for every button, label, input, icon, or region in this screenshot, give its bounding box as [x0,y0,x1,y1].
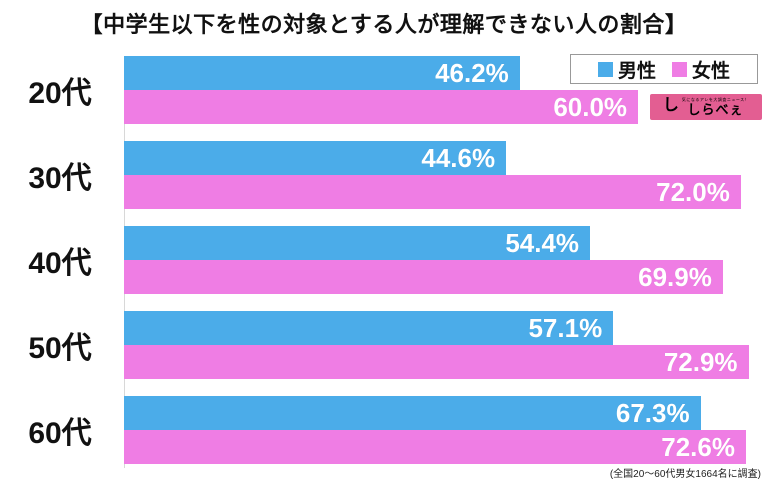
bar-male: 57.1% [124,311,614,345]
bar-male: 54.4% [124,226,591,260]
bar-group: 60代 67.3% 72.6% [0,396,768,464]
sirabee-logo-text: 気になるアレを大調査ニュース！ しらべぇ [682,97,749,117]
bar-female: 69.9% [124,260,723,294]
survey-footnote: (全国20～60代男女1664名に調査) [609,469,761,480]
male-color-swatch [597,61,613,77]
bar-pair: 44.6% 72.0% [124,141,758,209]
category-label: 50代 [28,332,92,365]
bar-female: 72.9% [124,345,749,379]
value-label: 67.3% [615,398,690,428]
bar-pair: 57.1% 72.9% [124,311,758,379]
chart-title: 【中学生以下を性の対象とする人が理解できない人の割合】 [80,12,688,37]
bar-pair: 54.4% 69.9% [124,226,758,294]
category-label: 40代 [28,247,92,280]
bar-group: 40代 54.4% 69.9% [0,226,768,294]
legend-label-male: 男性 [617,60,656,82]
legend-item-male: 男性 [597,56,656,83]
female-color-swatch [672,61,687,77]
sirabee-logo-badge: し 気になるアレを大調査ニュース！ しらべぇ [650,94,762,120]
sirabee-logo-icon: し [662,97,679,114]
bar-female: 72.6% [124,430,746,464]
legend-label-female: 女性 [692,60,731,82]
legend-item-female: 女性 [672,56,730,83]
category-label: 60代 [28,417,92,450]
bar-group: 20代 46.2% 60.0% [0,56,768,124]
bar-female: 72.0% [124,175,741,209]
bar-male: 46.2% [124,56,520,90]
value-label: 57.1% [528,313,603,343]
category-label: 20代 [28,77,92,110]
value-label: 46.2% [435,58,509,88]
value-label: 72.6% [661,432,735,462]
bar-pair: 67.3% 72.6% [124,396,758,464]
value-label: 72.9% [663,347,738,377]
bar-pair: 46.2% 60.0% [124,56,758,124]
bar-male: 44.6% [124,141,507,175]
legend: 男性 女性 [570,54,758,84]
value-label: 69.9% [638,262,712,292]
value-label: 60.0% [553,92,628,122]
bar-male: 67.3% [124,396,701,430]
value-label: 44.6% [421,143,496,173]
value-label: 54.4% [505,228,580,258]
sirabee-logo-tagline: 気になるアレを大調査ニュース！ [681,96,750,102]
category-label: 30代 [28,162,92,195]
value-label: 72.0% [656,177,730,207]
bar-group: 50代 57.1% 72.9% [0,311,768,379]
bar-group: 30代 44.6% 72.0% [0,141,768,209]
bar-female: 60.0% [124,90,639,124]
sirabee-logo-name: しらべぇ [687,101,744,117]
bar-chart: 20代 46.2% 60.0% 30代 44.6% 72.0% 40代 54.4% 69.9% 5… [0,56,768,481]
